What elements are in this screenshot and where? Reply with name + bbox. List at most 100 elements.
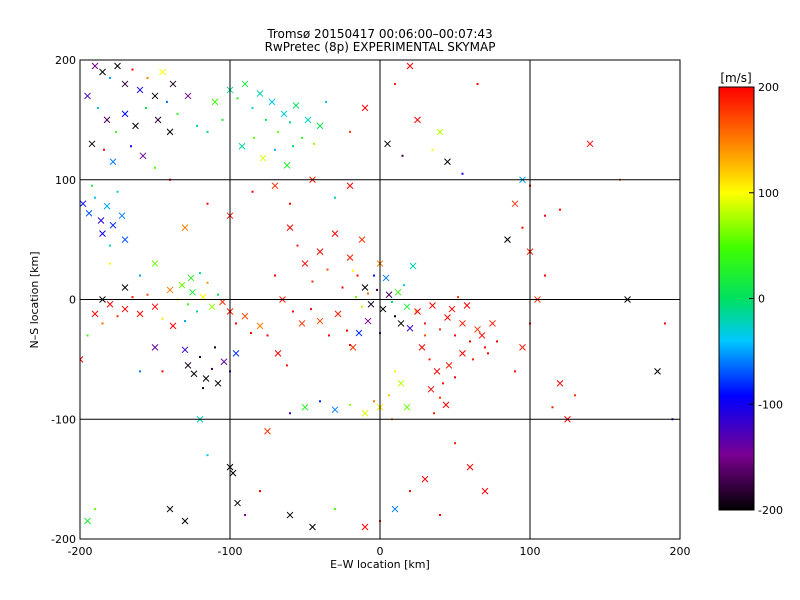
data-point-x — [241, 80, 249, 88]
data-point-dot — [154, 166, 156, 169]
y-tick-label: 100 — [55, 174, 76, 187]
data-point-x — [121, 284, 129, 291]
data-point-dot — [496, 340, 498, 343]
x-tick-label: 0 — [377, 545, 384, 558]
data-point-dot — [457, 296, 459, 299]
data-point-dot — [253, 136, 255, 139]
data-point-x — [286, 511, 294, 519]
data-point-x — [361, 523, 369, 531]
data-point-dot — [86, 334, 89, 337]
data-point-x — [309, 523, 316, 531]
data-point-dot — [109, 244, 111, 247]
colorbar — [718, 86, 755, 511]
data-point-x — [433, 367, 441, 375]
data-point-dot — [373, 274, 375, 277]
data-point-dot — [424, 334, 426, 337]
y-tick-label: -100 — [51, 413, 76, 426]
data-point-dot — [199, 272, 201, 275]
data-point-x — [166, 286, 174, 294]
data-point-x — [654, 367, 661, 375]
data-point-dot — [311, 280, 314, 283]
data-point-dot — [401, 154, 404, 157]
data-point-x — [283, 162, 291, 169]
data-point-x — [301, 403, 309, 411]
data-point-dot — [355, 296, 357, 299]
data-point-x — [364, 317, 372, 325]
data-point-dot — [196, 124, 198, 127]
data-point-dot — [109, 262, 111, 265]
data-point-dot — [310, 308, 312, 311]
data-point-x — [316, 317, 324, 325]
data-point-x — [189, 288, 196, 296]
data-point-dot — [476, 82, 479, 85]
data-point-dot — [130, 145, 132, 148]
data-point-x — [139, 152, 147, 160]
data-point-x — [214, 379, 222, 387]
data-point-x — [459, 320, 466, 327]
data-point-dot — [334, 196, 336, 199]
y-tick-label: -200 — [51, 533, 76, 546]
data-point-dot — [334, 508, 336, 511]
data-point-x — [118, 212, 126, 220]
data-point-x — [478, 332, 486, 339]
data-point-dot — [166, 100, 168, 103]
data-point-x — [334, 310, 342, 318]
data-point-x — [232, 350, 240, 357]
data-point-x — [132, 122, 139, 130]
data-point-x — [331, 230, 339, 237]
data-point-x — [97, 217, 105, 224]
data-point-x — [178, 281, 186, 289]
data-point-x — [259, 154, 267, 162]
data-point-dot — [376, 288, 378, 291]
data-point-x — [444, 158, 451, 166]
data-point-dot — [289, 412, 291, 415]
data-point-dot — [461, 172, 464, 175]
data-point-dot — [439, 514, 441, 517]
data-point-x — [151, 344, 159, 351]
data-point-x — [414, 116, 421, 124]
data-point-x — [241, 312, 249, 320]
y-axis-label: N–S location [km] — [28, 251, 41, 348]
data-point-dot — [236, 97, 239, 100]
data-point-x — [418, 344, 426, 351]
data-point-dot — [139, 274, 141, 277]
data-point-dot — [184, 320, 186, 323]
data-point-dot — [244, 514, 246, 517]
data-point-x — [504, 236, 511, 243]
grid-lines — [80, 60, 680, 539]
data-point-x — [280, 110, 288, 118]
data-point-dot — [103, 148, 105, 151]
data-point-x — [301, 260, 309, 267]
colorbar-tick-label: 200 — [758, 81, 779, 94]
data-point-dot — [109, 76, 111, 79]
data-point-x — [463, 302, 471, 309]
data-point-x — [208, 303, 216, 311]
data-point-x — [394, 288, 402, 296]
data-point-x — [109, 158, 117, 166]
data-point-x — [481, 487, 489, 495]
data-point-dot — [487, 352, 489, 355]
data-point-x — [121, 305, 129, 313]
data-point-dot — [292, 145, 294, 148]
data-point-dot — [217, 293, 219, 296]
data-point-x — [586, 140, 594, 148]
colorbar-title: [m/s] — [720, 71, 751, 85]
data-point-dot — [266, 334, 269, 337]
data-point-dot — [361, 305, 363, 308]
y-tick-label: 0 — [69, 294, 76, 307]
data-point-x — [442, 401, 450, 409]
data-point-dot — [206, 130, 209, 133]
data-point-dot — [91, 184, 93, 187]
data-point-x — [436, 128, 444, 136]
data-point-x — [316, 122, 324, 130]
data-point-dot — [251, 106, 254, 109]
data-point-x — [80, 356, 84, 363]
data-point-x — [136, 310, 144, 318]
x-tick-label: -100 — [218, 545, 243, 558]
data-point-dot — [274, 148, 276, 151]
data-point-dot — [116, 315, 119, 318]
data-point-dot — [319, 400, 321, 403]
chart-title: Tromsø 20150417 00:06:00–00:07:43 — [266, 27, 492, 41]
data-point-x — [421, 475, 429, 483]
